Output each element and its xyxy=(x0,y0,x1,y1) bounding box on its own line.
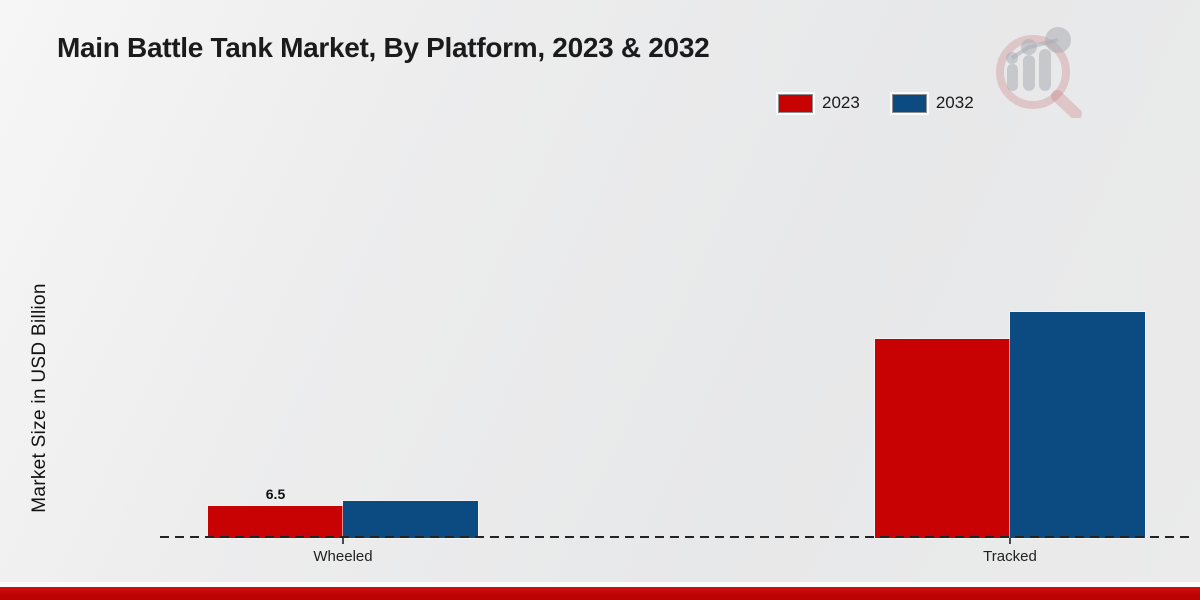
logo-bars xyxy=(1006,27,1071,91)
bar-wheeled-2032 xyxy=(343,501,478,538)
footer-accent-bar xyxy=(0,587,1200,600)
footer-separator xyxy=(0,582,1200,587)
legend-label-2023: 2023 xyxy=(822,93,860,112)
bar-tracked-2032 xyxy=(1010,312,1145,538)
bar-wheeled-2023 xyxy=(208,506,343,538)
legend: 2023 2032 xyxy=(778,93,974,113)
bar-tracked-2023 xyxy=(875,339,1010,538)
magnifier-ring xyxy=(996,35,1070,109)
bar-value-label-wheeled-2023: 6.5 xyxy=(265,486,286,502)
legend-swatch-2023 xyxy=(778,93,813,113)
x-axis-tick-tracked xyxy=(1009,538,1011,544)
x-axis-baseline xyxy=(160,536,1192,538)
legend-label-2032: 2032 xyxy=(935,93,974,112)
magnifier-handle xyxy=(1051,90,1082,118)
legend-swatch-2032 xyxy=(891,93,927,113)
x-axis-tick-wheeled xyxy=(342,538,344,544)
x-axis-label-tracked: Tracked xyxy=(983,548,1037,565)
legend-item-2023: 2023 xyxy=(778,93,860,113)
chart-title: Main Battle Tank Market, By Platform, 20… xyxy=(57,32,710,63)
legend-item-2032: 2032 xyxy=(891,93,974,113)
brand-logo-magnifier-icon xyxy=(996,27,1082,118)
x-axis-label-wheeled: Wheeled xyxy=(313,548,373,565)
